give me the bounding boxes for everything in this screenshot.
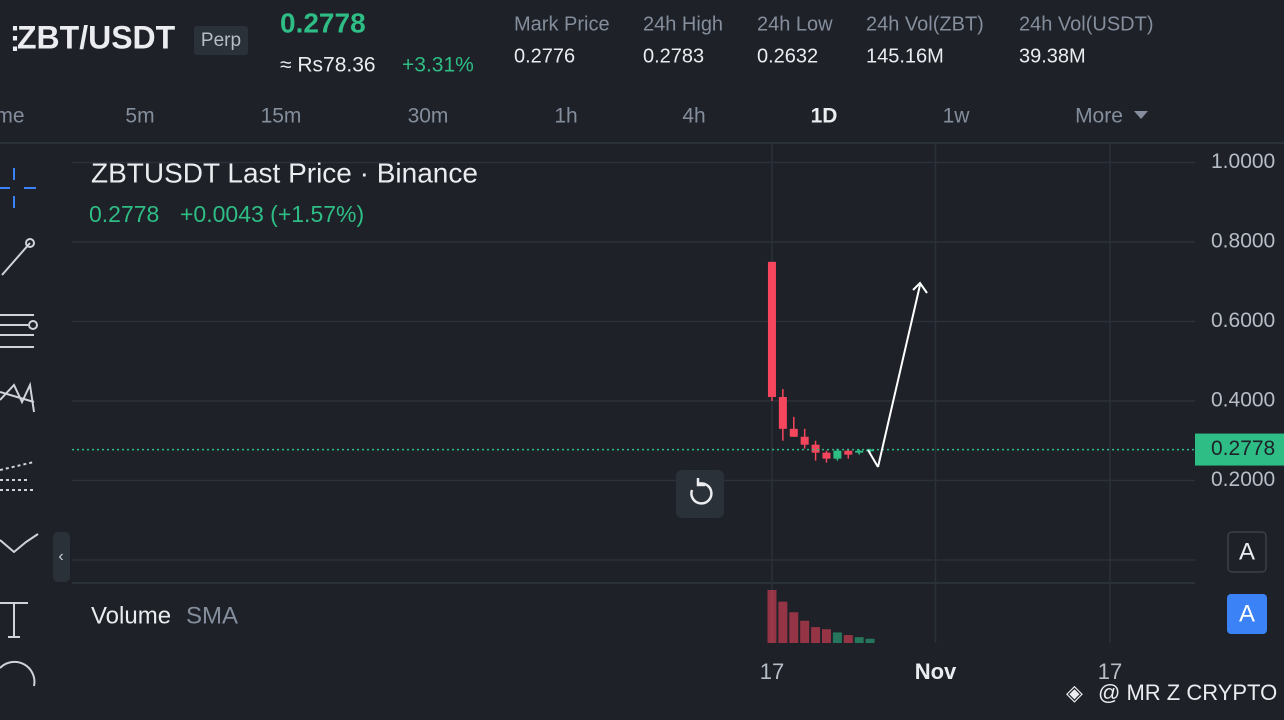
candle-body bbox=[866, 449, 875, 452]
y-tick-label: 0.2000 bbox=[1211, 468, 1275, 491]
more-tool[interactable] bbox=[0, 660, 36, 687]
reset-btn[interactable] bbox=[676, 470, 724, 518]
stat-label: 24h High bbox=[643, 13, 723, 35]
volume-bar bbox=[854, 637, 864, 643]
menu-icon[interactable]: ⋮ bbox=[0, 22, 30, 55]
watermark: ◈ bbox=[1066, 680, 1083, 705]
line-tool-dot bbox=[25, 238, 35, 248]
pattern-tool[interactable] bbox=[0, 381, 35, 413]
toolbar bbox=[0, 168, 39, 687]
stat-value: 0.2776 bbox=[514, 45, 575, 67]
change: +3.31% bbox=[402, 54, 474, 77]
timeframe[interactable]: 1D bbox=[811, 105, 838, 128]
y-tick-label: 0.8000 bbox=[1211, 230, 1275, 253]
stat-value: 39.38M bbox=[1019, 45, 1086, 67]
candle-body bbox=[844, 450, 853, 455]
timeframe[interactable]: 15m bbox=[261, 105, 302, 128]
auto-label: A bbox=[1239, 538, 1255, 565]
volume-bar bbox=[767, 590, 777, 643]
stat-value: 145.16M bbox=[866, 45, 944, 67]
auto-btn[interactable] bbox=[1227, 531, 1267, 573]
fiat-price: ≈ Rs78.36 bbox=[280, 54, 376, 77]
crosshair-tool[interactable] bbox=[0, 168, 36, 208]
candle-body bbox=[778, 397, 787, 429]
timeframe[interactable]: More bbox=[1075, 105, 1123, 128]
pair[interactable]: ZBT/USDT bbox=[17, 19, 176, 55]
y-tick-label: 0.6000 bbox=[1211, 309, 1275, 332]
projection-tool[interactable] bbox=[0, 461, 35, 491]
volume-label: Volume bbox=[91, 602, 171, 629]
stat-label: 24h Low bbox=[757, 13, 833, 35]
timeframe[interactable]: 1w bbox=[943, 105, 971, 128]
stat-label: 24h Vol(ZBT) bbox=[866, 13, 984, 35]
fib-tool[interactable] bbox=[0, 314, 34, 348]
volume-bar bbox=[832, 632, 842, 643]
sma-label: SMA bbox=[186, 602, 238, 629]
legend-title: ZBTUSDT Last Price · Binance bbox=[91, 157, 478, 188]
volume-bar bbox=[865, 638, 875, 643]
reset-icon bbox=[690, 478, 713, 505]
prediction-tool[interactable] bbox=[0, 533, 39, 554]
last-price-label: 0.2778 bbox=[1211, 437, 1275, 460]
x-tick-label: Nov bbox=[915, 659, 957, 684]
timeframe[interactable]: 30m bbox=[408, 105, 449, 128]
stat-label: Mark Price bbox=[514, 13, 610, 35]
legend-change: +0.0043 (+1.57%) bbox=[180, 201, 364, 227]
volume-bar bbox=[800, 620, 810, 643]
line-tool[interactable] bbox=[1, 242, 31, 276]
candle-body bbox=[811, 444, 820, 453]
timeframes: me 5m 15m 30m 1h 4h 1D 1w More bbox=[0, 105, 1148, 128]
text-tool[interactable] bbox=[0, 602, 28, 638]
last-price: 0.2778 bbox=[280, 7, 366, 38]
dropdown-icon bbox=[1134, 111, 1148, 119]
annotation-arrow bbox=[867, 281, 928, 468]
y-tick-label: 1.0000 bbox=[1211, 150, 1275, 173]
header: ⋮ ZBT/USDT Perp 0.2778 ≈ Rs78.36 +3.31% bbox=[0, 7, 474, 76]
timeframe[interactable]: 5m bbox=[125, 105, 154, 128]
stat-value: 0.2783 bbox=[643, 45, 704, 67]
collapse-btn[interactable] bbox=[53, 532, 70, 582]
badge-bg bbox=[194, 26, 248, 55]
candle-body bbox=[833, 450, 842, 459]
y-tick-label: 0.4000 bbox=[1211, 389, 1275, 412]
volume-bar bbox=[811, 627, 821, 643]
timeframe[interactable]: 4h bbox=[682, 105, 705, 128]
volume-bar bbox=[821, 629, 831, 643]
badge: Perp bbox=[201, 30, 241, 51]
auto-btn-active[interactable] bbox=[1227, 594, 1267, 634]
candle-body bbox=[822, 452, 831, 459]
chart: 0.2000 0.4000 0.6000 0.8000 1.0000 17 Nov 17 0.2… bbox=[72, 143, 1284, 684]
x-tick-label: 17 bbox=[760, 659, 784, 684]
stat-label: 24h Vol(USDT) bbox=[1019, 13, 1154, 35]
last-price-tag bbox=[1195, 433, 1284, 466]
volume-bar bbox=[778, 601, 788, 643]
candle-body bbox=[800, 436, 809, 445]
watermark-text: @ MR Z CRYPTO bbox=[1098, 680, 1277, 705]
timeframe[interactable]: me bbox=[0, 105, 25, 128]
candle-body bbox=[767, 261, 776, 398]
auto-label-active: A bbox=[1239, 600, 1255, 627]
timeframe[interactable]: 1h bbox=[554, 105, 577, 128]
x-tick-label: 17 bbox=[1098, 659, 1122, 684]
legend-price: 0.2778 bbox=[89, 201, 159, 227]
stats: Mark Price 0.2776 24h High 0.2783 24h Low 0.2… bbox=[514, 13, 1154, 67]
fib-dot bbox=[28, 320, 38, 330]
volume-bar bbox=[789, 612, 799, 643]
volume-bar bbox=[843, 635, 853, 643]
candle-body bbox=[789, 428, 798, 437]
collapse-icon: ‹ bbox=[58, 548, 63, 565]
candle-body bbox=[855, 450, 864, 453]
stat-value: 0.2632 bbox=[757, 45, 818, 67]
